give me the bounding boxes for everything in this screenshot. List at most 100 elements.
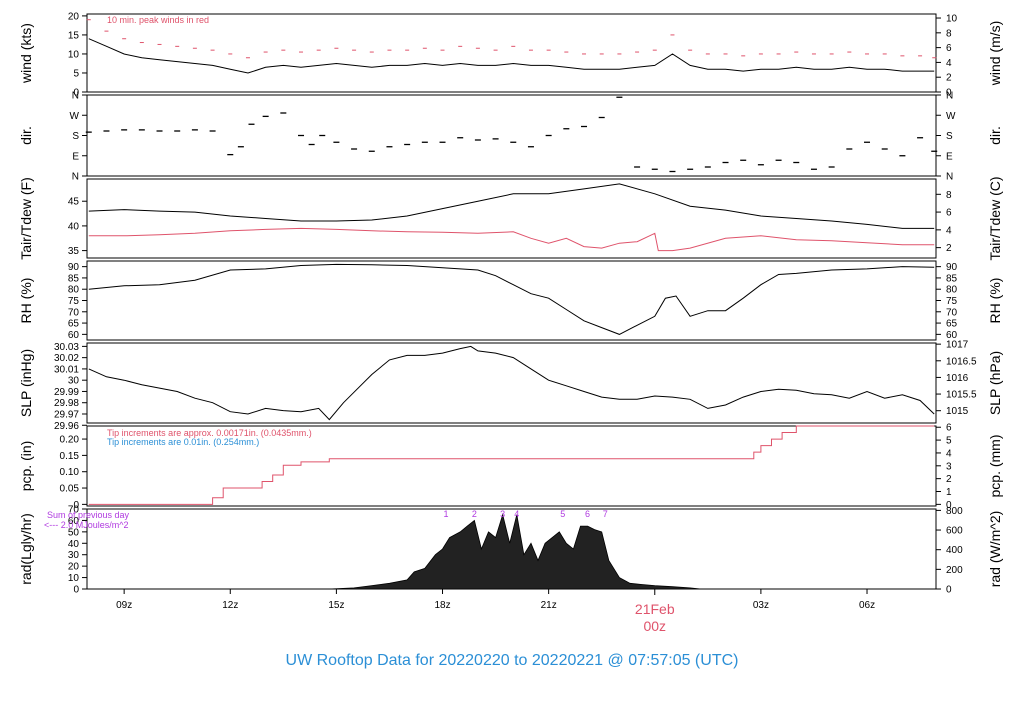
right-tick-label: 4 (946, 58, 952, 69)
rad-note-sum: Sum of previous day (47, 510, 130, 520)
left-tick-label: 20 (68, 562, 80, 573)
left-tick-label: 50 (68, 527, 80, 538)
left-tick-label: 29.99 (54, 387, 79, 398)
left-tick-label: 30.01 (54, 364, 79, 375)
right-tick-label: 4 (946, 225, 952, 236)
right-tick-label: 400 (946, 545, 963, 556)
right-tick-label: N (946, 172, 953, 183)
rad-marker-label: 7 (603, 509, 608, 519)
right-tick-label: 600 (946, 526, 963, 537)
right-tick-label: N (946, 91, 953, 102)
right-tick-label: W (946, 111, 956, 122)
ylabel-left-slp: SLP (inHg) (18, 349, 34, 417)
rad-marker-label: 4 (514, 509, 519, 519)
left-tick-label: 35 (68, 246, 80, 257)
right-tick-label: 2 (946, 73, 952, 84)
left-tick-label: W (70, 111, 80, 122)
series-line-rh-primary (88, 263, 935, 335)
right-tick-label: 1015 (946, 406, 969, 417)
ylabel-right-dir: dir. (987, 126, 1003, 145)
pcp-note-approx: Tip increments are approx. 0.00171in. (0… (107, 428, 312, 438)
left-tick-label: 60 (68, 330, 80, 341)
left-tick-label: 0 (73, 88, 79, 99)
ylabel-right-rad: rad (W/m^2) (987, 511, 1003, 588)
x-tick-label: 03z (753, 600, 769, 611)
left-tick-label: 10 (68, 573, 80, 584)
left-tick-label: 29.97 (54, 409, 79, 420)
right-tick-label: S (946, 131, 953, 142)
left-tick-label: 29.96 (54, 421, 79, 432)
x-tick-label: 21z (541, 600, 557, 611)
right-tick-label: 2 (946, 474, 952, 485)
ylabel-left-pcp: pcp. (in) (18, 441, 34, 492)
precip-step-line (88, 425, 935, 505)
right-tick-label: E (946, 151, 953, 162)
right-tick-label: 1 (946, 487, 952, 498)
series-line-slp-primary (88, 345, 935, 421)
left-tick-label: 65 (68, 319, 80, 330)
right-tick-label: 85 (946, 273, 958, 284)
left-tick-label: 60 (68, 516, 80, 527)
ylabel-right-temp: Tair/Tdew (C) (987, 176, 1003, 260)
left-tick-label: S (72, 131, 79, 142)
chart-footer-title: UW Rooftop Data for 20220220 to 20220221… (286, 652, 739, 669)
left-tick-label: 0.10 (60, 467, 80, 478)
radiation-area (329, 513, 701, 590)
x-tick-label: 12z (222, 600, 238, 611)
panel-frame-rh (86, 260, 937, 341)
ylabel-right-slp: SLP (hPa) (987, 351, 1003, 415)
left-tick-label: 10 (68, 49, 80, 60)
series-line-wind-primary (88, 38, 935, 74)
left-tick-label: N (72, 91, 79, 102)
left-tick-label: 15 (68, 30, 80, 41)
right-tick-label: 1015.5 (946, 390, 977, 401)
left-tick-label: 5 (73, 68, 79, 79)
right-tick-label: 10 (946, 14, 958, 25)
right-tick-label: 6 (946, 43, 952, 54)
left-tick-label: 0 (73, 500, 79, 511)
left-tick-label: 40 (68, 539, 80, 550)
x-tick-label: 06z (859, 600, 875, 611)
right-tick-label: 1016 (946, 373, 969, 384)
left-tick-label: 30 (68, 550, 80, 561)
right-tick-label: 75 (946, 296, 958, 307)
left-tick-label: 40 (68, 221, 80, 232)
left-tick-label: 0 (73, 585, 79, 596)
rad-marker-label: 6 (585, 509, 590, 519)
rad-marker-label: 5 (560, 509, 565, 519)
left-tick-label: 75 (68, 296, 80, 307)
right-tick-label: 6 (946, 208, 952, 219)
panel-frame-wind (86, 13, 937, 93)
left-tick-label: 0.20 (60, 435, 80, 446)
day-marker-date: 21Feb (635, 601, 675, 617)
right-tick-label: 1016.5 (946, 356, 977, 367)
right-tick-label: 5 (946, 436, 952, 447)
day-marker-time: 00z (643, 618, 666, 634)
series-line-temp-dew (88, 227, 935, 252)
left-tick-label: 80 (68, 285, 80, 296)
right-tick-label: 8 (946, 190, 952, 201)
right-tick-label: 0 (946, 585, 952, 596)
pcp-note-exact: Tip increments are 0.01in. (0.254mm.) (107, 437, 259, 447)
right-tick-label: 6 (946, 423, 952, 434)
series-line-temp-air (88, 183, 935, 229)
left-tick-label: 90 (68, 262, 80, 273)
right-tick-label: 65 (946, 319, 958, 330)
x-tick-label: 18z (434, 600, 450, 611)
right-tick-label: 0 (946, 500, 952, 511)
right-tick-label: 2 (946, 243, 952, 254)
ylabel-left-wind: wind (kts) (18, 23, 34, 84)
left-tick-label: 20 (68, 11, 80, 22)
right-tick-label: 4 (946, 448, 952, 459)
annotation-wind: 10 min. peak winds in red (107, 15, 209, 25)
right-tick-label: 90 (946, 262, 958, 273)
ylabel-left-dir: dir. (18, 126, 34, 145)
rad-marker-label: 1 (444, 509, 449, 519)
x-tick-label: 15z (328, 600, 344, 611)
left-tick-label: 0.15 (60, 451, 80, 462)
left-tick-label: 45 (68, 197, 80, 208)
panel-frame-temp (86, 178, 937, 259)
left-tick-label: 30.03 (54, 342, 79, 353)
